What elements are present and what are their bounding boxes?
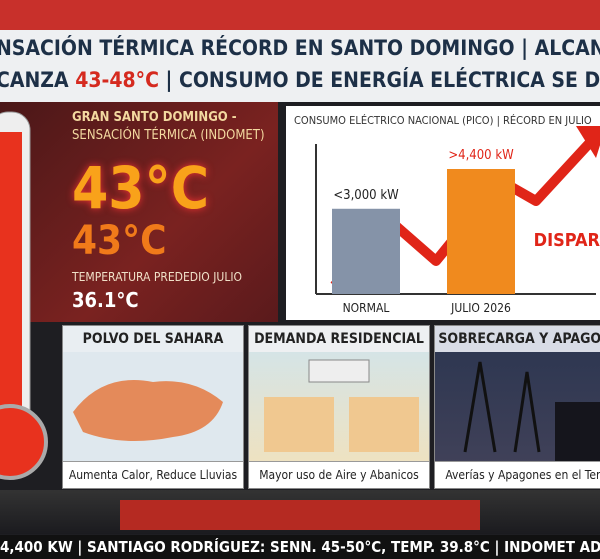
- house: [264, 397, 334, 452]
- value-label: <3,000 kW: [333, 188, 399, 203]
- map-shape: [73, 380, 223, 441]
- panel-illustration: [264, 359, 419, 452]
- thermometer: [0, 111, 48, 480]
- stand: [120, 500, 480, 530]
- panel-caption: Averías y Apagones en el Terr: [435, 461, 600, 488]
- value-label: >4,400 kW: [448, 148, 514, 163]
- heat-title: GRAN SANTO DOMINGO -: [72, 110, 237, 125]
- headline-text: | CONSUMO DE ENERGÍA ELÉCTRICA SE DISPA: [165, 68, 600, 92]
- panel-title: POLVO DEL SAHARA: [63, 326, 243, 352]
- ac-unit: [308, 359, 370, 383]
- headline-2: CANZA 43-48°C | CONSUMO DE ENERGÍA ELÉCT…: [0, 68, 600, 92]
- chart-panel: CONSUMO ELÉCTRICO NACIONAL (PICO) | RÉCO…: [286, 106, 600, 320]
- panel-illustration: [463, 361, 600, 462]
- header: NSACIÓN TÉRMICA RÉCORD EN SANTO DOMINGO …: [0, 30, 600, 102]
- avg-value: 36.1°C: [72, 288, 139, 312]
- chart-title: CONSUMO ELÉCTRICO NACIONAL (PICO) | RÉCO…: [294, 114, 592, 127]
- heat-subtitle: SENSACIÓN TÉRMICA (INDOMET): [72, 128, 265, 143]
- bar: [332, 208, 400, 294]
- panel-title: DEMANDA RESIDENCIAL: [249, 326, 429, 352]
- panel-title: SOBRECARGA Y APAGON: [435, 326, 600, 352]
- panel-caption: Mayor uso de Aire y Abanicos: [249, 461, 429, 488]
- headline-range: 43-48°C: [75, 68, 159, 92]
- house: [349, 397, 419, 452]
- second-temp: 43°C: [72, 218, 167, 264]
- info-panel: POLVO DEL SAHARA Aumenta Calor, Reduce Ll…: [62, 325, 244, 489]
- heat-panel: GRAN SANTO DOMINGO - SENSACIÓN TÉRMICA (…: [0, 102, 278, 480]
- panel-illustration: [73, 380, 223, 441]
- info-panel: SOBRECARGA Y APAGON Averías y Apagones en…: [434, 325, 600, 489]
- headline-text: CANZA: [0, 68, 69, 92]
- avg-label: TEMPERATURA PREDEDIO JULIO: [72, 270, 243, 284]
- chart: <3,000 kW NORMAL >4,400 kW JULIO 2026: [315, 126, 600, 315]
- big-temp: 43°C: [72, 154, 209, 222]
- ticker: 4,400 KW | SANTIAGO RODRÍGUEZ: SENN. 45-…: [0, 535, 600, 559]
- top-band: [0, 0, 600, 30]
- tower: [463, 361, 541, 453]
- headline-1: NSACIÓN TÉRMICA RÉCORD EN SANTO DOMINGO …: [0, 36, 600, 60]
- category-label: NORMAL: [343, 301, 390, 315]
- info-panel: DEMANDA RESIDENCIAL Mayor uso de Aire y A…: [248, 325, 430, 489]
- bar: [447, 169, 515, 294]
- category-label: JULIO 2026: [450, 301, 511, 315]
- panel-caption: Aumenta Calor, Reduce Lluvias: [63, 461, 243, 488]
- buildings: [555, 402, 600, 462]
- annotation: DISPAR: [533, 230, 600, 251]
